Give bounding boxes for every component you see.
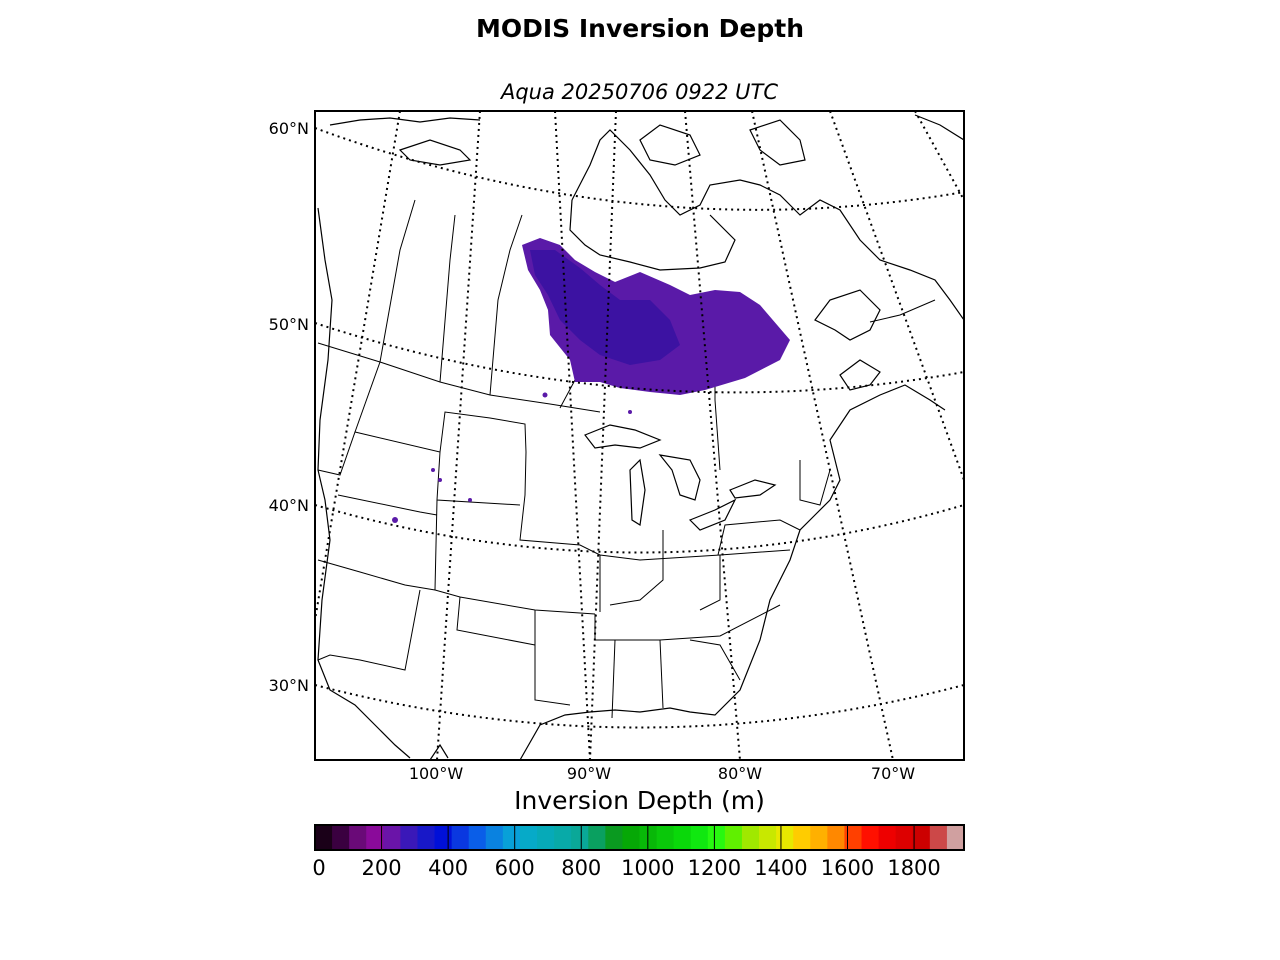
- colorbar-tick-label: 800: [561, 856, 602, 880]
- lat-label-40: 40°N: [268, 496, 309, 515]
- colorbar-swatch: [622, 825, 640, 850]
- colorbar-swatch: [827, 825, 845, 850]
- colorbar-swatch: [895, 825, 914, 850]
- colorbar-tick-label: 1600: [820, 856, 875, 880]
- political-borders: [317, 199, 936, 719]
- colorbar-swatch: [537, 825, 555, 850]
- colorbar-swatch: [332, 825, 350, 850]
- data-pixel: [542, 392, 548, 398]
- colorbar-swatch: [844, 825, 863, 850]
- colorbar-swatch: [451, 825, 470, 850]
- colorbar-label: Inversion Depth (m): [514, 786, 765, 815]
- colorbar-swatch: [554, 825, 572, 850]
- lat-label-60: 60°N: [268, 119, 309, 138]
- colorbar-swatch: [810, 825, 828, 850]
- data-pixel: [468, 498, 472, 502]
- colorbar-swatch: [383, 825, 401, 850]
- lon-label-100w: 100°W: [408, 764, 464, 783]
- colorbar-swatch: [861, 825, 880, 850]
- colorbar-frame: [314, 824, 965, 851]
- data-pixel: [392, 517, 398, 523]
- colorbar-tick-label: 1400: [754, 856, 808, 880]
- colorbar-swatch: [707, 825, 726, 850]
- colorbar-swatch: [673, 825, 692, 850]
- colorbar-swatch: [929, 825, 948, 850]
- colorbar-swatch: [315, 825, 333, 850]
- lat-label-50: 50°N: [268, 315, 309, 334]
- colorbar-tick-label: 1000: [621, 856, 675, 880]
- colorbar-tick-label: 1800: [887, 856, 941, 880]
- colorbar-swatch: [349, 825, 367, 850]
- coastlines: [317, 114, 964, 760]
- colorbar-swatch: [776, 825, 794, 850]
- data-pixel: [438, 478, 442, 482]
- colorbar-swatch: [468, 825, 487, 850]
- colorbar-swatch: [502, 825, 521, 850]
- colorbar-swatch: [434, 825, 453, 850]
- map-frame: [314, 110, 965, 761]
- colorbar-swatch: [571, 825, 589, 850]
- colorbar-swatch: [878, 825, 897, 850]
- colorbar-swatch: [656, 825, 675, 850]
- data-pixel: [628, 410, 632, 414]
- colorbar-swatch: [366, 825, 384, 850]
- colorbar-swatch: [793, 825, 811, 850]
- data-pixel: [431, 468, 435, 472]
- meridians: [315, 111, 964, 760]
- colorbar-tick-label: 600: [494, 856, 535, 880]
- chart-title: MODIS Inversion Depth: [475, 14, 805, 43]
- colorbar-swatch: [400, 825, 418, 850]
- colorbar-swatch: [588, 825, 606, 850]
- map-background: [315, 111, 964, 760]
- lat-label-30: 30°N: [268, 676, 309, 695]
- great-lakes: [584, 424, 777, 531]
- colorbar-swatch: [519, 825, 538, 850]
- colorbar-tick-label: 0: [312, 856, 326, 880]
- colorbar-tick-label: 1200: [687, 856, 742, 880]
- colorbar-tick-label: 400: [428, 856, 469, 880]
- colorbar-swatch: [741, 825, 760, 850]
- colorbar-swatch: [605, 825, 623, 850]
- lon-label-80w: 80°W: [717, 764, 763, 783]
- inversion-depth-swath-core: [530, 250, 680, 365]
- parallels: [315, 127, 964, 729]
- lon-label-70w: 70°W: [870, 764, 916, 783]
- lon-label-90w: 90°W: [566, 764, 612, 783]
- colorbar-swatch: [912, 825, 931, 850]
- colorbar-swatch: [946, 825, 965, 850]
- colorbar-swatch: [759, 825, 777, 850]
- chart-subtitle: Aqua 20250706 0922 UTC: [500, 80, 779, 104]
- colorbar-swatch: [417, 825, 436, 850]
- colorbar-swatch: [690, 825, 709, 850]
- colorbar-tick-label: 200: [361, 856, 402, 880]
- colorbar-swatch: [724, 825, 743, 850]
- colorbar-swatch: [485, 825, 504, 850]
